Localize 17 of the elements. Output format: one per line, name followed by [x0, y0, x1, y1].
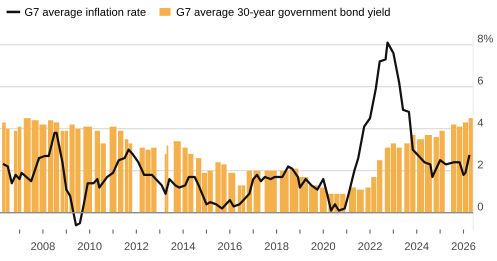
x-tick-label: 2012 — [124, 242, 148, 250]
y-tick-label: 2 — [478, 160, 483, 168]
x-tick-label: 2022 — [358, 242, 382, 250]
x-tick-label: 2018 — [264, 242, 288, 250]
x-tick-label: 2016 — [218, 242, 242, 250]
y-tick-label: 6 — [478, 76, 483, 84]
x-tick-label: 2014 — [171, 242, 196, 250]
legend-label: G7 average 30-year government bond yield — [176, 8, 390, 18]
x-tick-label: 2024 — [404, 242, 429, 250]
legend-label: G7 average inflation rate — [25, 8, 146, 18]
y-tick-label: 0 — [478, 202, 484, 210]
x-tick-label: 2008 — [31, 242, 55, 250]
x-tick-label: 2026 — [452, 242, 476, 250]
x-tick-label: 2010 — [78, 242, 102, 250]
x-tick-label: 2020 — [311, 242, 336, 250]
y-tick-label: 4 — [478, 118, 484, 126]
y-tick-label: 8% — [478, 34, 493, 42]
